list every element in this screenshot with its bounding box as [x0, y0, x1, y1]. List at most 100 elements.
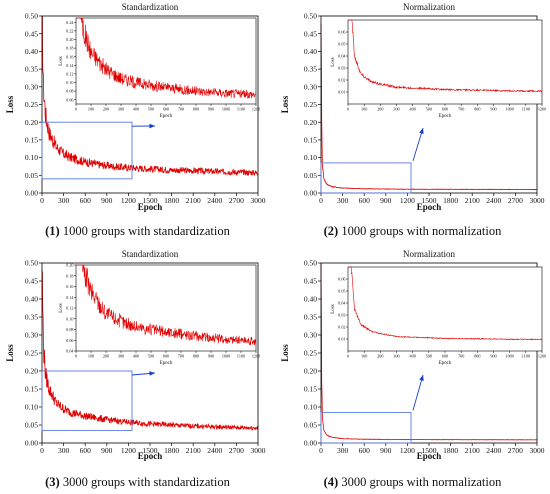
inset-y-tick-label: 0.14	[66, 63, 74, 68]
inset-y-tick-label: 0.02	[338, 78, 345, 83]
inset-y-tick-label: 0.14	[66, 295, 74, 300]
inset-y-tick-label: 0.05	[338, 42, 345, 47]
zoom-arrow-head	[149, 123, 155, 129]
zoom-arrow-line	[412, 374, 424, 411]
inset-x-tick-label: 1200	[252, 107, 260, 112]
inset-y-tick-label: 0.01	[338, 90, 345, 95]
inset-x-tick-label: 200	[103, 354, 109, 359]
inset-x-tick-label: 1000	[505, 354, 513, 359]
chart-title: Normalization	[403, 249, 455, 259]
inset-x-tick-label: 1100	[237, 107, 245, 112]
inset-y-tick-label: 0.18	[66, 273, 73, 278]
inset-y-tick-label: 0.06	[66, 338, 73, 343]
y-axis-label: Loss	[5, 95, 15, 113]
y-tick-label: 0.40	[25, 295, 38, 304]
inset-x-tick-label: 1100	[522, 354, 530, 359]
inset-x-tick-label: 0	[75, 107, 77, 112]
inset-y-tick-label: 0.12	[66, 306, 73, 311]
x-tick-label: 2400	[486, 196, 501, 205]
x-tick-label: 0	[40, 196, 44, 205]
inset-x-tick-label: 600	[163, 354, 169, 359]
x-tick-label: 1500	[143, 446, 158, 455]
y-tick-label: 0.15	[304, 385, 317, 394]
inset-x-tick-label: 1000	[222, 354, 230, 359]
inset-y-tick-label: 0.22	[66, 29, 73, 34]
inset-x-tick-label: 400	[133, 107, 139, 112]
inset-x-tick-label: 700	[178, 354, 184, 359]
caption-text: 1000 groups with normalization	[338, 224, 502, 238]
inset-x-axis-label: Epoch	[160, 114, 173, 119]
inset-x-tick-label: 1000	[505, 107, 513, 112]
inset-x-tick-label: 900	[490, 107, 496, 112]
inset-x-tick-label: 700	[458, 354, 464, 359]
y-tick-label: 0.40	[304, 47, 317, 56]
x-tick-label: 600	[80, 446, 92, 455]
inset-y-tick-label: 0.02	[338, 325, 345, 330]
inset-x-tick-label: 500	[148, 354, 154, 359]
y-tick-label: 0.00	[25, 439, 38, 448]
inset-x-tick-label: 300	[118, 354, 124, 359]
y-tick-label: 0.35	[304, 313, 317, 322]
inset-x-tick-label: 600	[442, 107, 448, 112]
inset-x-tick-label: 200	[377, 354, 383, 359]
y-tick-label: 0.25	[304, 349, 317, 358]
inset-x-tick-label: 600	[442, 354, 448, 359]
inset-y-tick-label: 0.08	[66, 89, 73, 94]
inset-x-tick-label: 700	[458, 107, 464, 112]
inset-loss-line	[76, 264, 257, 346]
caption-number: (1)	[45, 224, 60, 238]
chart-title: Standardization	[122, 2, 179, 12]
y-tick-label: 0.40	[25, 47, 38, 56]
zoom-arrow-line	[412, 127, 424, 162]
inset-x-tick-label: 400	[410, 107, 416, 112]
chart-caption-3: (3) 3000 groups with standardization	[0, 475, 275, 490]
caption-number: (2)	[323, 224, 339, 238]
inset-x-tick-label: 500	[426, 354, 432, 359]
y-tick-label: 0.15	[25, 136, 38, 145]
y-tick-label: 0.35	[25, 65, 38, 74]
x-tick-label: 2100	[186, 196, 201, 205]
y-axis-label: Loss	[280, 95, 290, 113]
chart-caption-4: (4) 3000 groups with normalization	[275, 475, 550, 490]
chart-svg-2: Normalization 0.00 0.05 0.10 0.15 0.20 0.25 0.3…	[280, 2, 546, 212]
y-tick-label: 0.05	[25, 171, 38, 180]
loss-series-line	[41, 269, 259, 431]
chart-panel-3: Standardization 0.00 0.05 0.10 0.15 0.20 0.25 0…	[0, 247, 275, 494]
inset-y-tick-label: 0.01	[338, 337, 345, 342]
inset-x-axis-label: Epoch	[439, 361, 452, 366]
zoom-region-box	[320, 411, 412, 444]
inset-y-tick-label: 0.16	[66, 54, 73, 59]
y-tick-label: 0.00	[304, 439, 317, 448]
inset-x-tick-label: 1000	[222, 107, 230, 112]
y-tick-label: 0.30	[25, 331, 38, 340]
x-tick-label: 2700	[508, 196, 523, 205]
inset-x-axis-label: Epoch	[160, 361, 173, 366]
inset-x-tick-label: 100	[361, 107, 367, 112]
inset-y-axis-label: Loss	[331, 304, 336, 314]
inset-y-tick-label: 0.24	[66, 20, 74, 25]
y-tick-label: 0.30	[25, 82, 38, 91]
zoom-region-box	[320, 162, 412, 194]
y-tick-label: 0.25	[25, 349, 38, 358]
inset-y-tick-label: 0.04	[338, 301, 346, 306]
y-tick-label: 0.45	[25, 29, 38, 38]
inset-loss-line	[348, 19, 543, 93]
inset-y-tick-label: 0.20	[66, 37, 73, 42]
x-tick-label: 1200	[121, 446, 136, 455]
inset-x-tick-label: 100	[88, 107, 94, 112]
inset-x-tick-label: 900	[208, 107, 214, 112]
inset-y-axis-label: Loss	[331, 57, 336, 67]
x-tick-label: 2100	[186, 446, 201, 455]
y-tick-label: 0.00	[304, 189, 317, 198]
y-tick-label: 0.10	[304, 153, 317, 162]
x-tick-label: 1500	[422, 196, 437, 205]
inset-x-tick-label: 0	[347, 354, 349, 359]
chart-title: Normalization	[403, 2, 455, 12]
y-tick-label: 0.25	[304, 100, 317, 109]
inset-y-tick-label: 0.03	[338, 313, 345, 318]
inset-x-tick-label: 300	[393, 354, 399, 359]
inset-y-tick-label: 0.10	[66, 316, 73, 321]
y-axis-label: Loss	[5, 344, 15, 362]
chart-svg-1: Standardization 0.00 0.05 0.10 0.15 0.20 0.25 0…	[5, 2, 266, 212]
inset-y-axis-label: Loss	[59, 56, 64, 66]
